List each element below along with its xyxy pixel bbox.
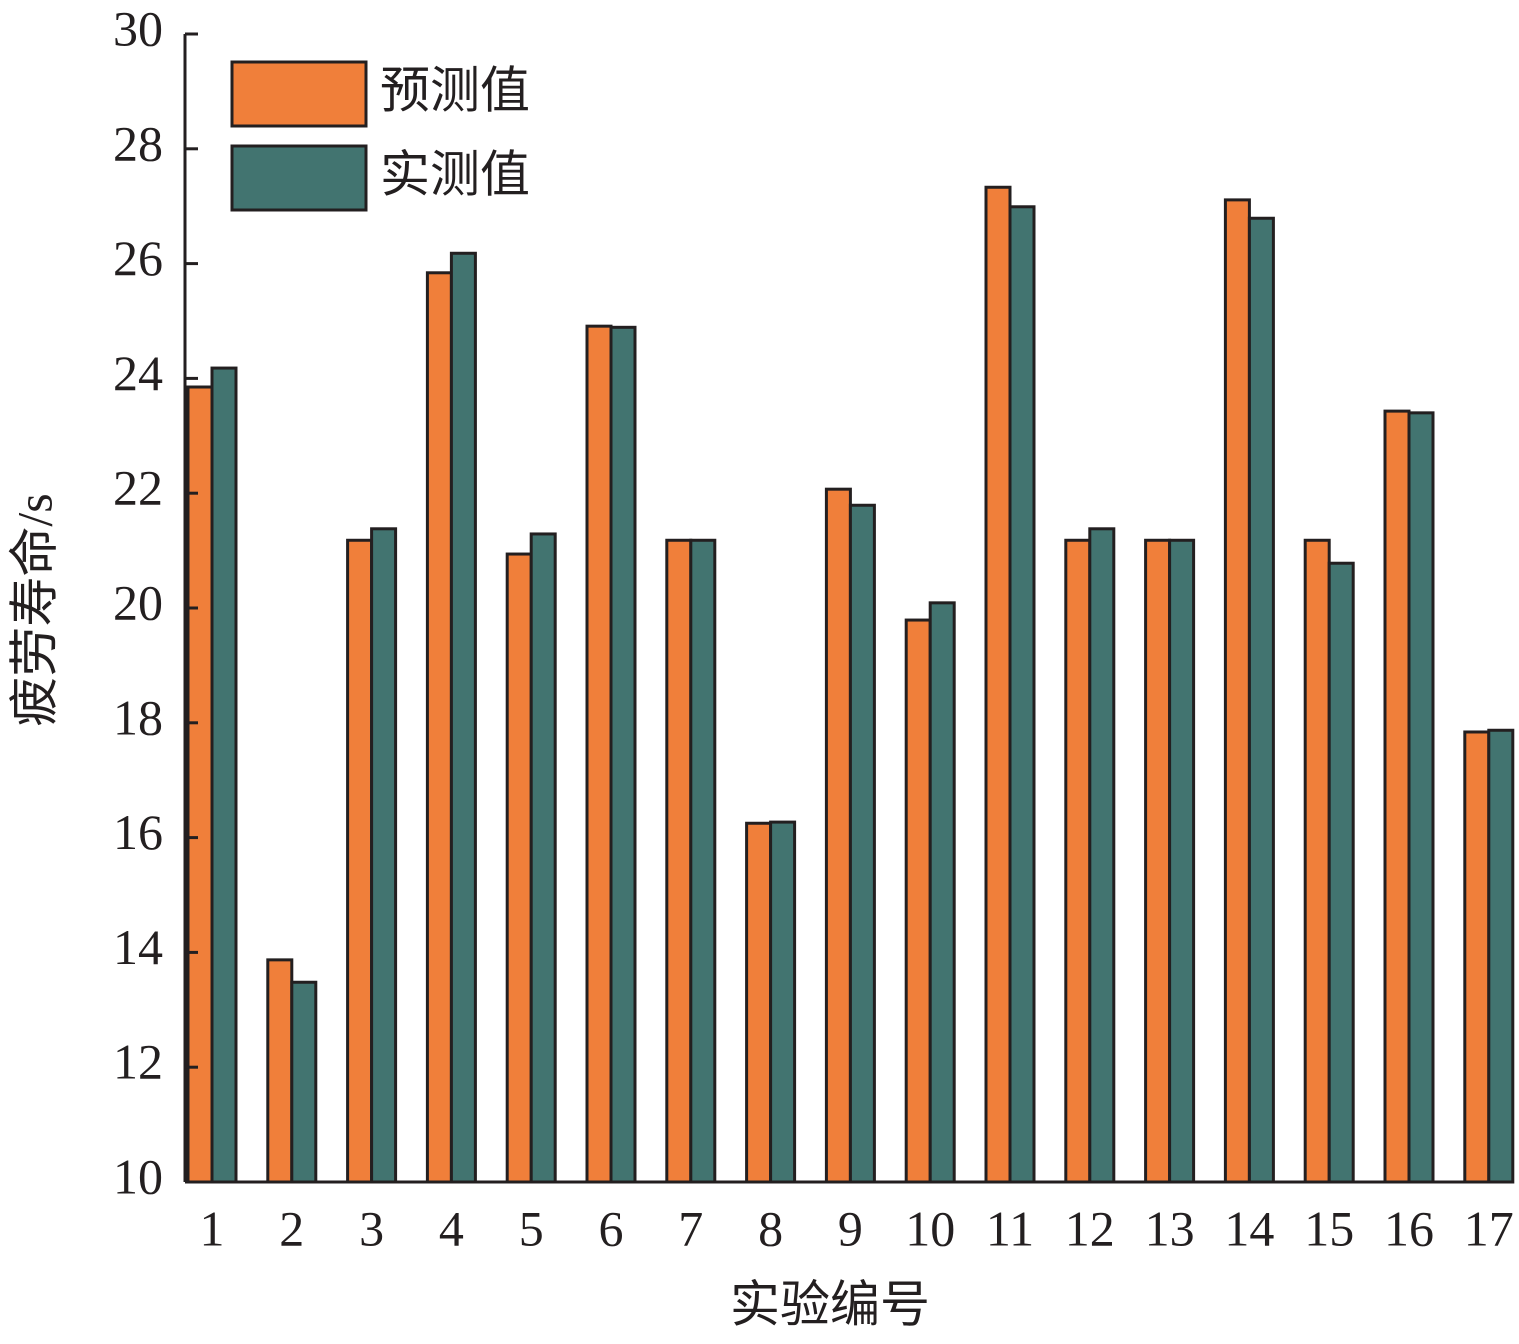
- bar: [904, 618, 932, 1184]
- bar: [1487, 728, 1515, 1184]
- bar: [370, 527, 398, 1184]
- x-tick-label: 9: [838, 1200, 863, 1256]
- y-tick-label: 22: [113, 460, 163, 516]
- x-tick-label: 4: [439, 1200, 464, 1256]
- y-axis-label: 疲劳寿命/s: [6, 493, 62, 726]
- bar: [266, 958, 294, 1184]
- bar: [1303, 538, 1331, 1184]
- bar: [665, 538, 693, 1184]
- x-tick-label: 14: [1224, 1200, 1274, 1256]
- y-tick-label: 28: [113, 115, 163, 171]
- y-tick-label: 30: [113, 0, 163, 56]
- legend-swatch: [230, 144, 368, 212]
- bar: [1327, 561, 1355, 1184]
- y-tick-label: 16: [113, 804, 163, 860]
- y-tick-label: 24: [113, 345, 163, 401]
- x-tick-label: 13: [1145, 1200, 1195, 1256]
- bar: [505, 552, 533, 1184]
- bar: [1144, 538, 1172, 1184]
- x-tick-label: 11: [986, 1200, 1034, 1256]
- x-tick-label: 5: [519, 1200, 544, 1256]
- bar: [745, 821, 773, 1184]
- bar: [186, 385, 214, 1184]
- y-tick-label: 18: [113, 689, 163, 745]
- bar: [984, 185, 1012, 1184]
- y-tick-label: 20: [113, 574, 163, 630]
- bar: [1247, 216, 1275, 1184]
- bar: [689, 538, 717, 1184]
- bar: [928, 601, 956, 1184]
- x-axis-label: 实验编号: [730, 1276, 930, 1332]
- bar: [1008, 205, 1036, 1184]
- bar: [1088, 527, 1116, 1184]
- bar: [769, 820, 797, 1184]
- bar: [1223, 198, 1251, 1184]
- bar: [1407, 411, 1435, 1184]
- y-tick-label: 10: [113, 1148, 163, 1204]
- bar: [1168, 538, 1196, 1184]
- bar: [529, 532, 557, 1184]
- x-tick-label: 2: [279, 1200, 304, 1256]
- x-tick-label: 16: [1384, 1200, 1434, 1256]
- x-tick-label: 10: [905, 1200, 955, 1256]
- legend-label: 实测值: [380, 146, 530, 202]
- x-tick-label: 15: [1304, 1200, 1354, 1256]
- x-tick-label: 8: [758, 1200, 783, 1256]
- bar: [1383, 409, 1411, 1184]
- legend-label: 预测值: [380, 62, 530, 118]
- bar: [346, 538, 374, 1184]
- bar: [1064, 538, 1092, 1184]
- x-tick-label: 17: [1464, 1200, 1514, 1256]
- x-tick-label: 6: [599, 1200, 624, 1256]
- bar: [210, 366, 238, 1184]
- bar: [290, 980, 318, 1184]
- bar: [1463, 730, 1491, 1184]
- legend-swatch: [230, 60, 368, 128]
- y-tick-label: 12: [113, 1034, 163, 1090]
- bar: [585, 324, 613, 1184]
- bar: [848, 503, 876, 1184]
- x-tick-label: 12: [1065, 1200, 1115, 1256]
- bar: [609, 325, 637, 1184]
- bar: [824, 487, 852, 1184]
- y-tick-label: 14: [113, 919, 163, 975]
- x-tick-label: 1: [200, 1200, 225, 1256]
- x-tick-label: 3: [359, 1200, 384, 1256]
- bar: [449, 251, 477, 1184]
- bar: [425, 271, 453, 1184]
- y-tick-label: 26: [113, 230, 163, 286]
- x-tick-label: 7: [678, 1200, 703, 1256]
